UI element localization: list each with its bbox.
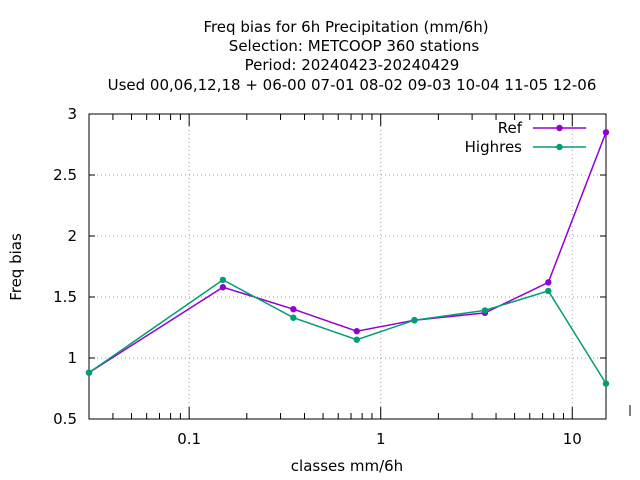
x-tick-label: 10 [563,430,582,448]
title-line-2: Selection: METCOOP 360 stations [229,37,480,55]
data-point-highres [290,314,297,321]
y-tick-label: 1.5 [53,288,77,306]
x-tick-label: 0.1 [177,430,201,448]
data-point-highres [545,287,552,295]
y-tick-label: 2 [67,227,77,245]
series-line-ref [88,132,607,374]
y-tick-label: 3 [67,105,77,123]
series-line-highres [88,279,607,384]
legend-marker-highres [556,143,563,151]
data-point-highres [85,369,93,376]
x-tick-label: 1 [376,430,386,448]
data-point-ref [290,306,297,313]
chart-title: Freq bias for 6h Precipitation (mm/6h) S… [108,18,597,94]
legend-label-ref: Ref [498,119,523,137]
x-tick-labels: 0.1 1 10 [177,430,582,448]
data-point-highres [219,276,227,284]
x-axis-label: classes mm/6h [291,457,403,475]
y-axis-label: Freq bias [7,233,25,301]
data-point-highres [353,336,360,343]
title-line-4: Used 00,06,12,18 + 06-00 07-01 08-02 09-… [108,76,597,94]
title-line-3: Period: 20240423-20240429 [245,56,460,74]
data-point-ref [219,284,227,291]
data-point-ref [602,129,610,136]
y-tick-label: 1 [67,349,77,367]
data-point-highres [602,380,610,387]
y-tick-label: 0.5 [53,410,77,428]
y-tick-label: 2.5 [53,166,77,184]
y-tick-labels: 0.5 1 1.5 2 2.5 3 [53,105,77,428]
grid [89,114,606,419]
plot-frame [88,113,607,420]
series [85,129,610,387]
data-point-ref [545,279,552,286]
legend-label-highres: Highres [465,138,523,156]
data-point-highres [481,307,489,314]
legend-marker-ref [556,124,563,132]
title-line-1: Freq bias for 6h Precipitation (mm/6h) [203,18,488,36]
data-point-highres [411,316,418,324]
data-point-ref [353,327,360,335]
minor-ticks [89,113,631,420]
